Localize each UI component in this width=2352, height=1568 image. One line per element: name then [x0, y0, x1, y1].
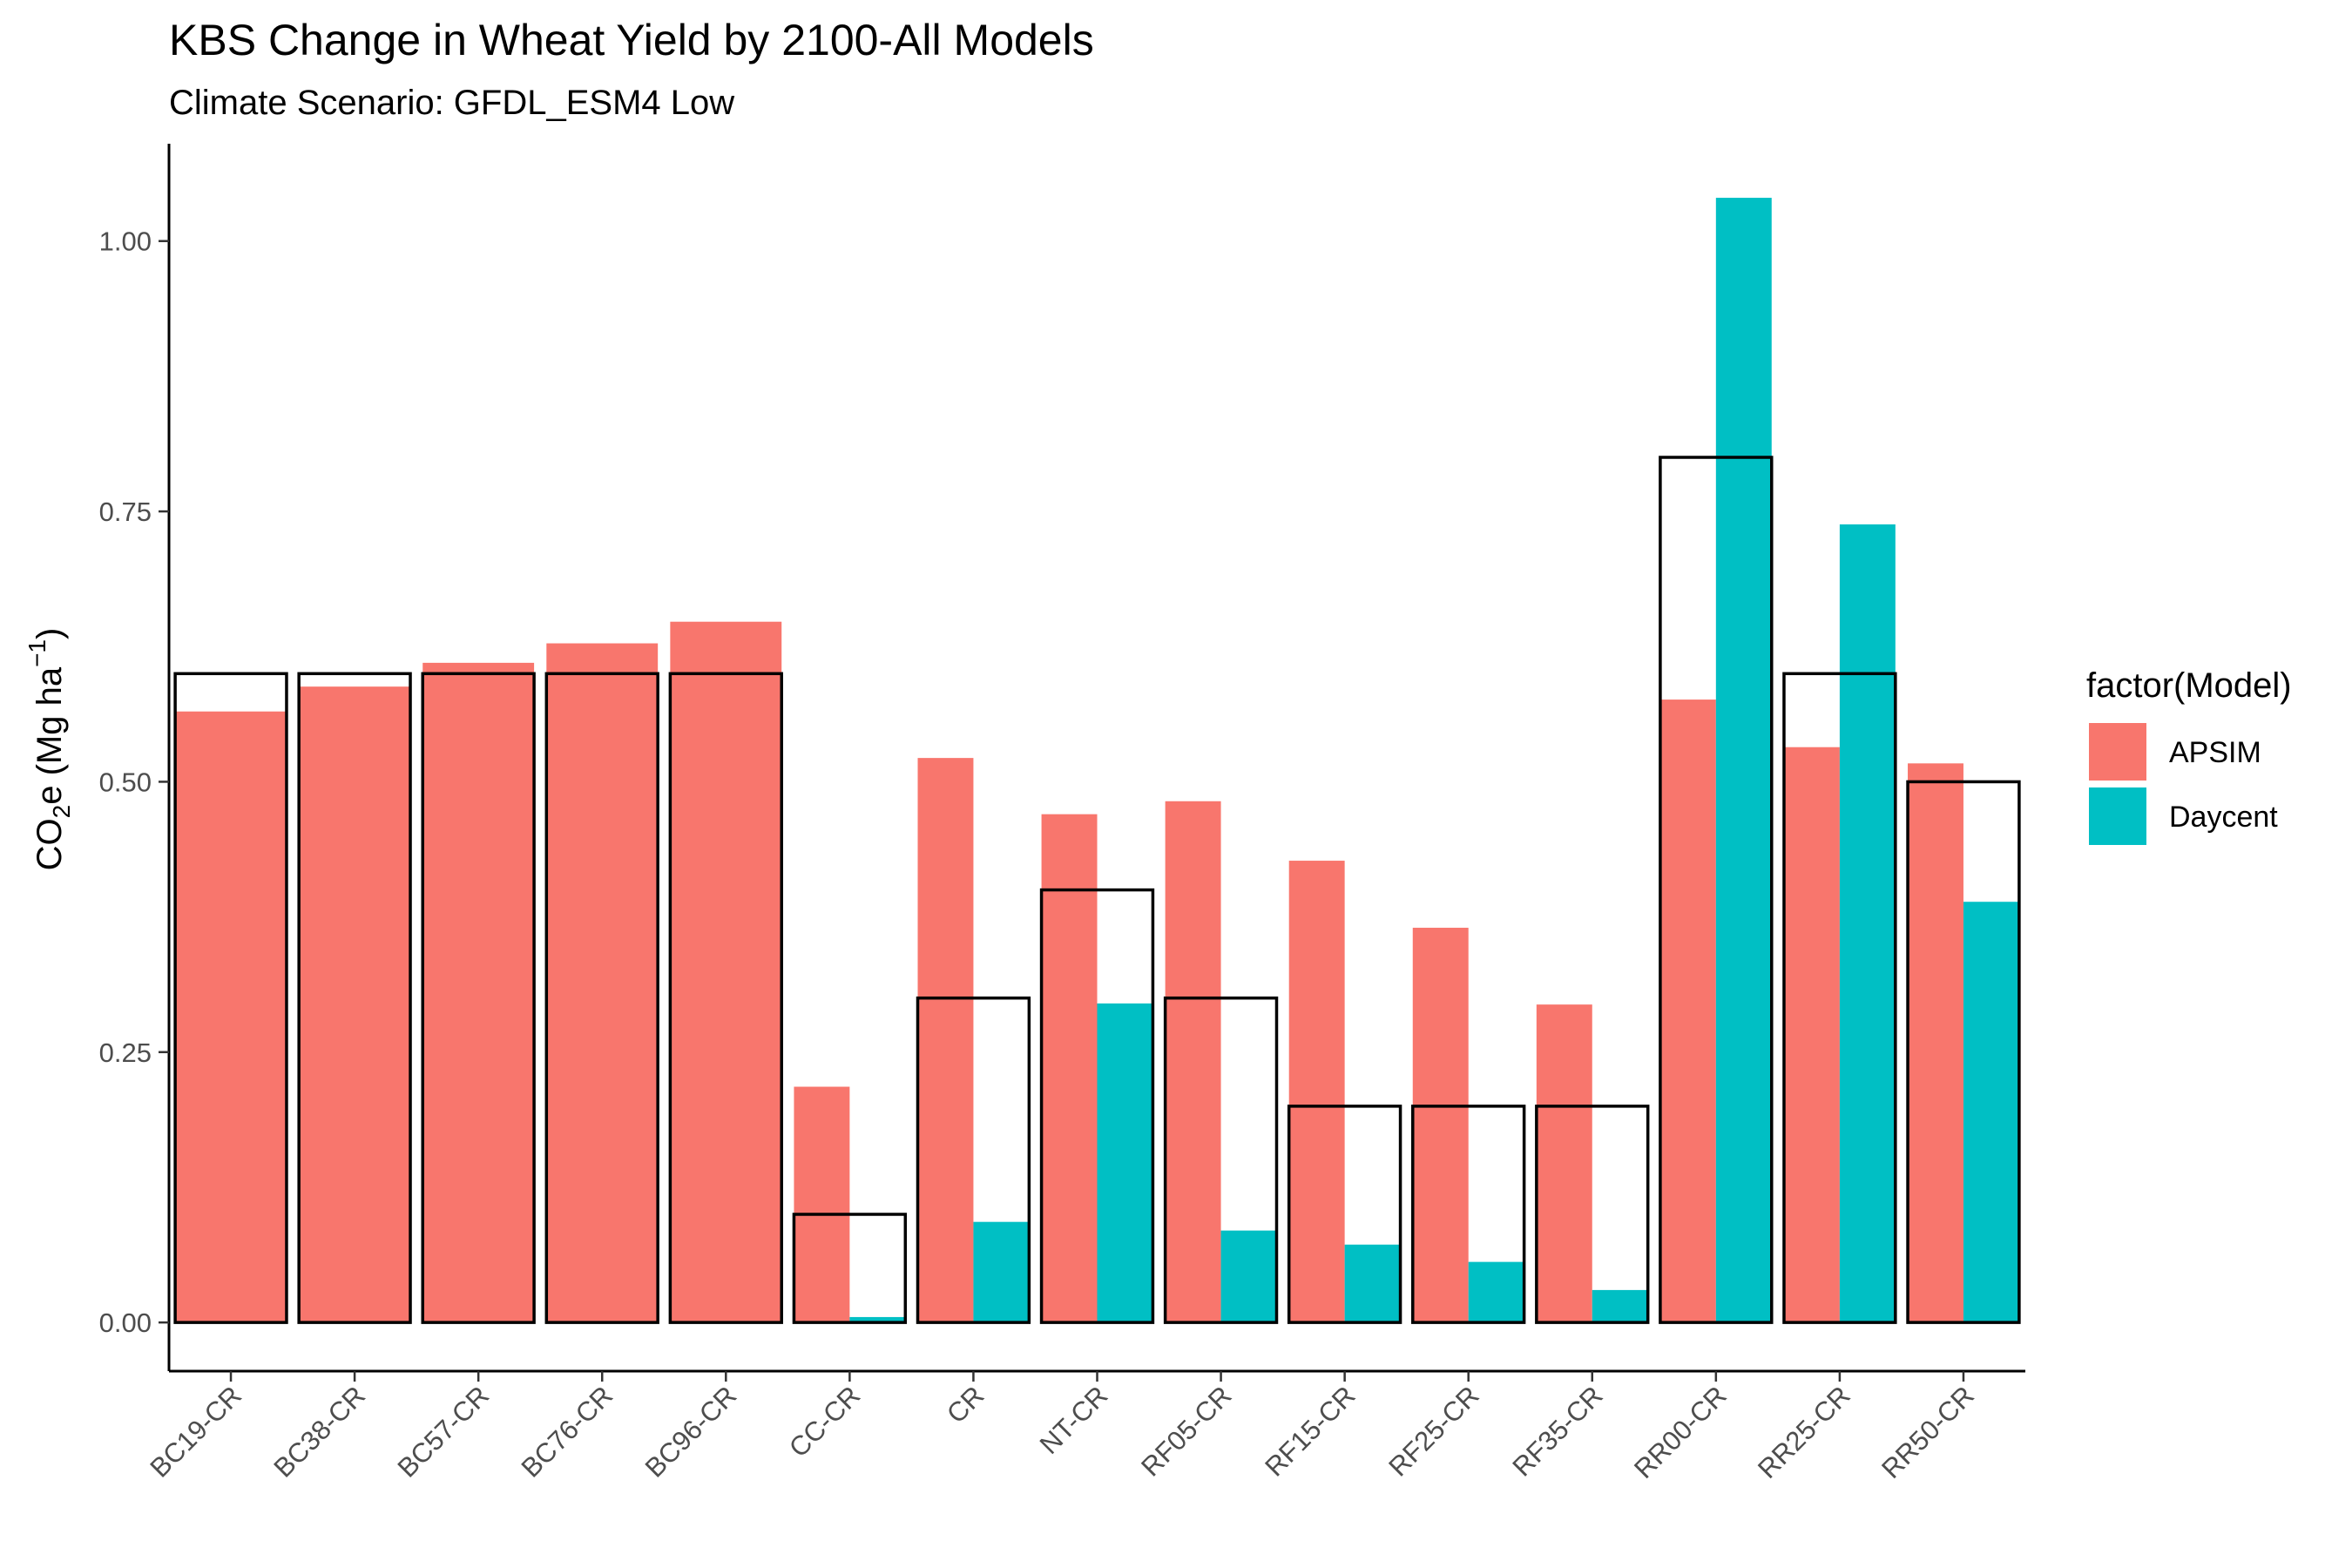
bar-apsim-rr25-cr [1783, 747, 1840, 1323]
x-tick-label: BC38-CR [267, 1380, 371, 1484]
bar-daycent-rr50-cr [1963, 902, 2019, 1323]
y-tick-label: 0.00 [99, 1308, 152, 1338]
y-axis-label: CO2e (Mg ha−1) [24, 628, 75, 871]
observed-box-rf15-cr [1287, 1105, 1402, 1324]
bar-apsim-rf15-cr [1288, 861, 1345, 1323]
legend-swatch-apsim [2089, 723, 2146, 781]
bar-apsim-cc-cr [794, 1086, 850, 1323]
observed-box-rf05-cr [1163, 996, 1279, 1324]
bar-apsim-rf35-cr [1536, 1004, 1592, 1323]
bar-apsim-nt-cr [1041, 814, 1098, 1323]
bar-apsim-bc19-cr [175, 711, 287, 1323]
y-axis-label-base: CO [30, 818, 69, 870]
x-tick-label: RF25-CR [1382, 1380, 1484, 1482]
y-axis-label-mid: e (Mg ha [30, 666, 69, 805]
bar-daycent-rr25-cr [1839, 524, 1896, 1323]
observed-box-nt-cr [1039, 888, 1155, 1324]
bar-daycent-rf35-cr [1592, 1289, 1648, 1323]
y-tick-label: 0.75 [99, 497, 152, 527]
observed-box-rf35-cr [1535, 1105, 1650, 1324]
observed-box-bc76-cr [544, 672, 659, 1324]
bar-daycent-cr [973, 1221, 1030, 1323]
bar-apsim-bc57-cr [422, 662, 535, 1323]
x-tick-label: BC57-CR [392, 1380, 496, 1484]
bar-daycent-nt-cr [1097, 1003, 1153, 1323]
bar-daycent-rf05-cr [1220, 1230, 1277, 1323]
bar-apsim-bc96-cr [670, 621, 782, 1323]
x-tick-label: RR50-CR [1876, 1380, 1980, 1484]
legend-title: factor(Model) [2086, 666, 2292, 705]
bar-daycent-cc-cr [849, 1316, 906, 1323]
x-tick-label: RF05-CR [1135, 1380, 1237, 1482]
y-tick-label: 0.25 [99, 1037, 152, 1068]
y-axis-label-end: ) [30, 628, 69, 639]
legend-swatch-daycent [2089, 787, 2146, 845]
bar-apsim-rr50-cr [1908, 763, 1963, 1323]
observed-box-bc19-cr [173, 672, 288, 1324]
bar-daycent-rr00-cr [1715, 198, 1772, 1323]
x-tick-label: CC-CR [783, 1380, 866, 1463]
x-tick-label: BC19-CR [144, 1380, 247, 1484]
legend-label-daycent: Daycent [2169, 801, 2278, 834]
observed-box-rr50-cr [1906, 780, 2021, 1324]
x-tick-label: BC76-CR [516, 1380, 619, 1484]
x-tick-label: CR [941, 1380, 990, 1429]
y-axis-label-sub: 2 [48, 805, 75, 819]
observed-box-cc-cr [792, 1213, 908, 1324]
observed-box-cr [916, 996, 1031, 1324]
observed-box-rr25-cr [1782, 672, 1897, 1324]
x-tick-label: BC96-CR [639, 1380, 743, 1484]
observed-box-rf25-cr [1411, 1105, 1526, 1324]
observed-box-rr00-cr [1659, 456, 1774, 1324]
y-tick-label: 1.00 [99, 226, 152, 257]
plot-area: 0.00 0.25 0.50 0.75 1.00 BC19-CR BC38-CR BC57-C… [99, 144, 2025, 1484]
bar-apsim-cr [917, 758, 974, 1323]
bar-daycent-rf25-cr [1468, 1261, 1524, 1323]
bar-apsim-rf05-cr [1165, 801, 1221, 1323]
x-tick-label: RF35-CR [1506, 1380, 1608, 1482]
x-tick-label: NT-CR [1034, 1380, 1114, 1460]
bar-apsim-bc76-cr [546, 643, 659, 1323]
y-axis-label-sup: −1 [24, 639, 51, 667]
bar-apsim-rr00-cr [1659, 700, 1716, 1323]
bar-daycent-rf15-cr [1344, 1244, 1401, 1323]
y-tick-label: 0.50 [99, 767, 152, 797]
observed-box-bc38-cr [297, 672, 412, 1324]
legend-label-apsim: APSIM [2169, 736, 2261, 769]
x-tick-label: RR00-CR [1628, 1380, 1733, 1484]
legend: factor(Model) APSIM Daycent [2086, 666, 2292, 845]
bar-apsim-rf25-cr [1412, 928, 1469, 1323]
x-tick-label: RR25-CR [1752, 1380, 1856, 1484]
bar-apsim-bc38-cr [299, 686, 411, 1323]
observed-box-bc57-cr [421, 672, 536, 1324]
chart-title: KBS Change in Wheat Yield by 2100-All Mo… [169, 16, 1094, 64]
observed-box-bc96-cr [668, 672, 783, 1324]
chart-subtitle: Climate Scenario: GFDL_ESM4 Low [169, 84, 734, 122]
x-tick-label: RF15-CR [1259, 1380, 1361, 1482]
